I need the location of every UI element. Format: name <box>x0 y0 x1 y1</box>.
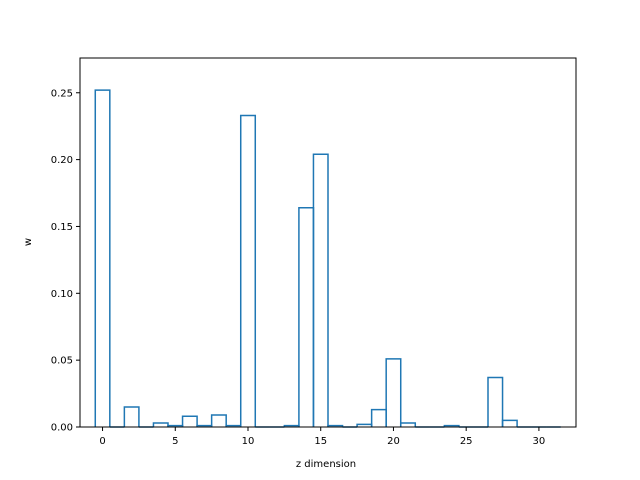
plot-area <box>79 57 577 428</box>
x-tick-label: 5 <box>172 436 178 447</box>
y-tick-label: 0.15 <box>51 222 73 233</box>
histogram-bin <box>443 424 460 427</box>
x-tick-label: 10 <box>242 436 255 447</box>
histogram-bin <box>385 358 402 427</box>
x-tick-label: 30 <box>533 436 546 447</box>
histogram-bin <box>181 415 198 427</box>
histogram-bin <box>327 424 344 427</box>
histogram-bin <box>210 414 227 427</box>
x-tick-label: 20 <box>387 436 400 447</box>
y-tick-label: 0.10 <box>51 289 73 300</box>
y-tick-label: 0.05 <box>51 356 73 367</box>
x-tick-label: 25 <box>460 436 473 447</box>
histogram-bin <box>123 406 140 427</box>
axes-frame <box>79 57 577 428</box>
histogram-bin <box>501 419 518 427</box>
x-axis-ticks: 0 5 10 15 20 25 30 <box>99 427 545 447</box>
x-tick-label: 15 <box>314 436 327 447</box>
histogram-bin <box>487 376 504 427</box>
y-axis-label: w <box>23 238 34 246</box>
histogram-bin <box>239 114 257 427</box>
x-axis-label: z dimension <box>296 459 356 470</box>
histogram-bin <box>94 89 111 427</box>
y-axis-ticks: 0.00 0.05 0.10 0.15 0.20 0.25 <box>51 88 80 434</box>
x-tick-label: 0 <box>99 436 105 447</box>
y-tick-label: 0.25 <box>51 88 73 99</box>
histogram-bin <box>312 153 329 427</box>
y-tick-label: 0.20 <box>51 155 73 166</box>
y-tick-label: 0.00 <box>51 423 73 434</box>
histogram-bin <box>399 422 417 427</box>
